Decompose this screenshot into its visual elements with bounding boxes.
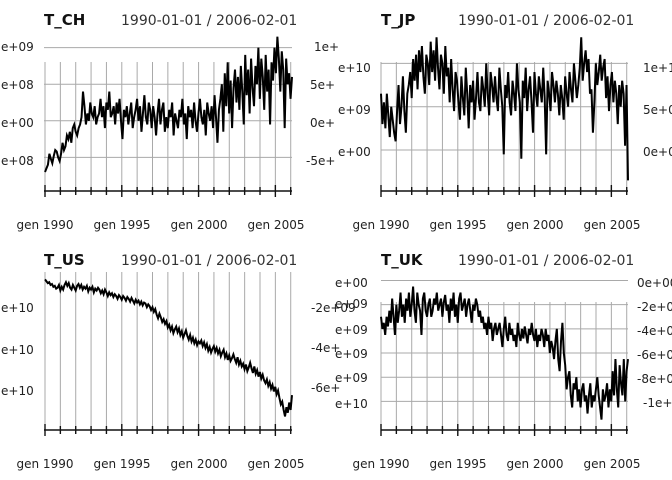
- y-tick-label: e+09: [335, 371, 368, 385]
- series-line: [380, 286, 629, 420]
- x-tick-label: gen 1995: [430, 457, 487, 471]
- panel-title-t-ch: T_CH: [44, 11, 85, 29]
- y-tick-label: 5e+: [310, 78, 335, 92]
- panel-range-t-us: 1990-01-01 / 2006-02-01: [121, 253, 297, 269]
- x-tick-label: gen 1990: [353, 218, 410, 232]
- x-tick-label: gen 2000: [171, 457, 228, 471]
- panel-t-us: T_US 1990-01-01 / 2006-02-01 gen 1990 ge…: [1, 251, 304, 471]
- x-ticks: [44, 185, 292, 197]
- panel-range-t-jp: 1990-01-01 / 2006-02-01: [458, 13, 634, 29]
- y-tick-label: e+10: [335, 397, 368, 411]
- x-ticks: [44, 424, 292, 436]
- y-tick-label: -6e+: [311, 381, 340, 395]
- panel-t-jp: T_JP 1990-01-01 / 2006-02-01 gen 1990 ge…: [338, 11, 672, 232]
- panel-t-uk: T_UK 1990-01-01 / 2006-02-01 gen 1990 ge…: [311, 251, 672, 471]
- panel-title-t-us: T_US: [44, 251, 85, 269]
- panel-title-t-jp: T_JP: [381, 11, 415, 29]
- y-tick-label: e+00: [1, 116, 34, 130]
- y-tick-label: e+00: [338, 145, 371, 159]
- y-tick-label: e+08: [1, 154, 34, 168]
- y-tick-label: 0e+: [310, 116, 335, 130]
- y-tick-label: -1e+10: [643, 396, 672, 410]
- y-tick-label: 0e+00: [637, 276, 672, 290]
- y-tick-label: 1e+: [314, 40, 339, 54]
- x-tick-label: gen 1995: [94, 218, 151, 232]
- y-tick-label: e+10: [1, 384, 34, 398]
- y-tick-label: e+10: [338, 61, 371, 75]
- x-tick-label: gen 1995: [430, 218, 487, 232]
- x-tick-label: gen 1995: [94, 457, 151, 471]
- y-tick-label: e+10: [1, 301, 34, 315]
- x-ticks: [380, 424, 628, 436]
- y-tick-label: 0e+0: [643, 145, 672, 159]
- y-tick-label: -8e+09: [637, 372, 672, 386]
- y-tick-label: -6e+09: [637, 348, 672, 362]
- y-tick-label: e+09: [1, 40, 34, 54]
- y-tick-label: e+10: [1, 343, 34, 357]
- y-tick-label: e+09: [335, 347, 368, 361]
- grid: [44, 272, 292, 430]
- x-ticks: [380, 185, 628, 197]
- panel-t-ch: T_CH 1990-01-01 / 2006-02-01 gen 1990 ge…: [1, 11, 339, 232]
- panel-range-t-uk: 1990-01-01 / 2006-02-01: [458, 253, 634, 269]
- y-tick-label: e+09: [335, 323, 368, 337]
- x-tick-label: gen 1990: [17, 218, 74, 232]
- y-tick-label: -5e+: [306, 154, 335, 168]
- x-tick-label: gen 2005: [248, 218, 305, 232]
- y-tick-label: e+09: [338, 103, 371, 117]
- series-line: [44, 36, 293, 173]
- y-tick-label: -4e+09: [637, 324, 672, 338]
- x-tick-label: gen 2000: [171, 218, 228, 232]
- y-tick-label: -2e+09: [311, 301, 356, 315]
- y-tick-label: -4e+: [311, 341, 340, 355]
- y-tick-label: -2e+09: [637, 300, 672, 314]
- x-tick-label: gen 2000: [507, 457, 564, 471]
- y-tick-label: e+00: [335, 276, 368, 290]
- series-line: [44, 278, 293, 417]
- y-tick-label: 5e+0: [643, 103, 672, 117]
- panel-range-t-ch: 1990-01-01 / 2006-02-01: [121, 13, 297, 29]
- y-tick-label: e+08: [1, 78, 34, 92]
- panel-title-t-uk: T_UK: [381, 251, 424, 269]
- y-tick-label: 1e+1: [643, 61, 672, 75]
- x-tick-label: gen 1990: [17, 457, 74, 471]
- x-tick-label: gen 2005: [248, 457, 305, 471]
- x-tick-label: gen 2005: [584, 218, 641, 232]
- x-tick-label: gen 2005: [584, 457, 641, 471]
- series-line: [380, 37, 629, 181]
- x-tick-label: gen 2000: [507, 218, 564, 232]
- x-tick-label: gen 1990: [353, 457, 410, 471]
- y-tick-label: e+09: [335, 297, 368, 311]
